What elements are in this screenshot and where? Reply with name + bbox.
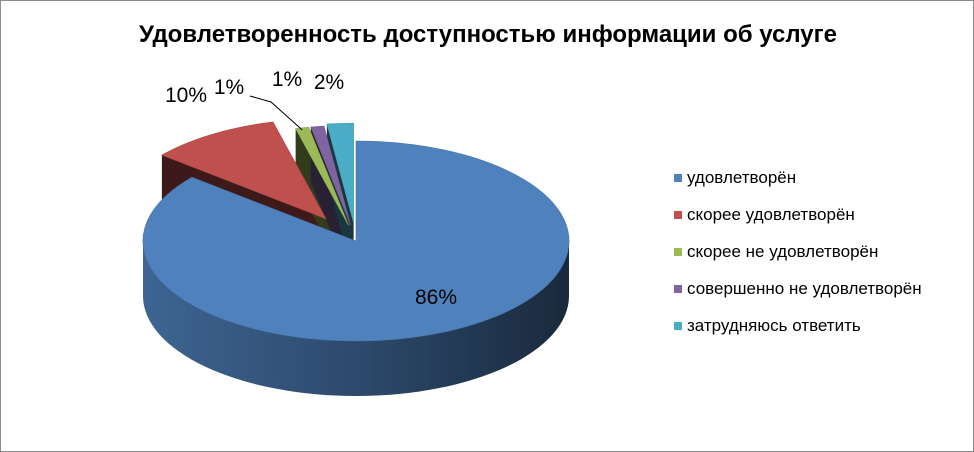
legend-swatch [674,174,682,182]
legend-label: затрудняюсь ответить [687,316,861,335]
legend-swatch [674,211,682,219]
legend-label: удовлетворён [687,168,797,187]
chart-title: Удовлетворенность доступностью информаци… [139,21,837,48]
data-label-2: 10% [165,84,207,107]
data-label-4: 1% [272,68,302,91]
legend-label: скорее не удовлетворён [687,242,879,261]
legend-label: совершенно не удовлетворён [687,279,922,298]
legend-label: скорее удовлетворён [687,205,855,224]
slice-4 [310,125,351,226]
data-label-3: 1% [214,76,244,99]
data-label-5: 2% [314,71,344,94]
slice-1 [142,140,570,342]
slice-5 [326,122,354,224]
slice-3 [295,126,349,226]
legend-swatch [674,285,682,293]
leader-line [249,95,303,131]
slice-side-wall [143,241,569,396]
legend-swatch [674,248,682,256]
data-label-1: 86% [415,286,457,309]
legend-swatch [674,322,682,330]
slice-2 [161,121,327,220]
